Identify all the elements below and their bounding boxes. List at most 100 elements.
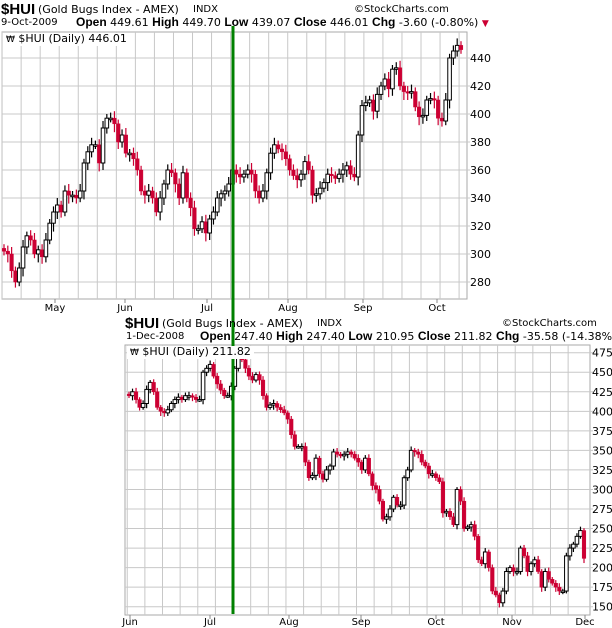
candle-body [43,239,49,258]
x-tick-label: Oct [427,617,444,628]
candle-body [245,169,251,175]
candle [298,170,304,187]
candle [282,405,287,416]
candle [195,224,201,235]
candle [465,524,470,531]
legend-text: $HUI (Daily) 211.82 [142,345,251,358]
candle [16,262,22,287]
candle-body [139,169,144,192]
candle-body [275,403,280,408]
candle-body [447,511,453,518]
high-value: 449.70 [182,16,221,29]
candle-body [458,45,464,50]
candle-body [116,123,121,143]
candle [447,508,453,520]
candle-body [405,469,410,479]
candle-body [299,445,305,449]
candle [184,168,189,203]
candle [85,146,91,170]
candle-body [177,183,182,199]
candle-body [306,461,311,478]
x-tick-label: Jun [121,617,138,628]
candle-body [161,183,167,199]
candle-body [567,547,573,557]
candle [197,395,202,402]
candle-body [298,173,304,181]
y-tick-label: 360 [470,164,491,177]
candle-body [77,190,83,199]
candle-body [197,399,202,402]
candle-body [417,106,422,118]
candlestick-icon: ₩ [130,348,139,358]
candle [398,501,403,510]
candle [89,137,94,158]
candle-body [454,44,460,52]
close-label: Close [417,329,451,343]
candle [222,387,227,399]
close-value: 446.01 [330,16,369,29]
chg-label: Chg [372,15,396,29]
candle-body [390,68,395,90]
candle-body [253,374,259,381]
candle-body [200,371,206,401]
candle [28,230,33,246]
candle-body [62,190,68,213]
candle-body [401,85,406,92]
candle [398,60,403,91]
candle-body [462,500,467,529]
candle-body [329,173,334,176]
candle-body [432,98,437,101]
candle [443,93,449,126]
candle [335,448,340,458]
candle-body [560,590,566,594]
candle-body [1,248,7,252]
candle-body [13,270,18,283]
candle-body [344,165,350,171]
candle [193,394,199,403]
candle-body [465,526,470,530]
candle-body [433,473,438,478]
candle [116,119,121,149]
candle-body [74,194,79,199]
candle-body [123,134,128,154]
x-tick-label: Sep [352,617,371,628]
candle [401,475,407,509]
candle [329,167,334,183]
candle-body [130,391,135,397]
candle-body [190,395,195,398]
candle [366,454,371,477]
candle-body [24,235,30,248]
candle-body [395,497,400,506]
candle-body [490,567,495,592]
candle [246,365,251,381]
index-name-2: (Gold Bugs Index - AMEX) [162,317,303,330]
candle [24,231,30,254]
candle [317,455,322,478]
candle-body [257,190,262,199]
candle [173,168,178,193]
candle [390,65,395,96]
candle-body [192,207,197,230]
candle [436,95,441,126]
candle-body [35,249,41,255]
candle-body [184,172,189,199]
candle-body [119,134,125,143]
candle-body [271,402,276,406]
candle [370,471,375,491]
candle [395,494,400,508]
candle-body [356,457,361,463]
candle [81,158,87,200]
low-value: 210.95 [375,330,415,343]
candle [458,41,464,54]
candle-body [443,99,449,122]
candle-body [413,91,418,108]
candle [546,567,551,583]
candle-body [331,451,336,467]
candle [454,487,460,530]
candle [62,185,68,217]
candle-body [241,173,247,178]
candle-body [398,504,403,508]
candle [241,170,247,183]
copyright: ©StockCharts.com [354,4,449,15]
candle [285,410,290,424]
